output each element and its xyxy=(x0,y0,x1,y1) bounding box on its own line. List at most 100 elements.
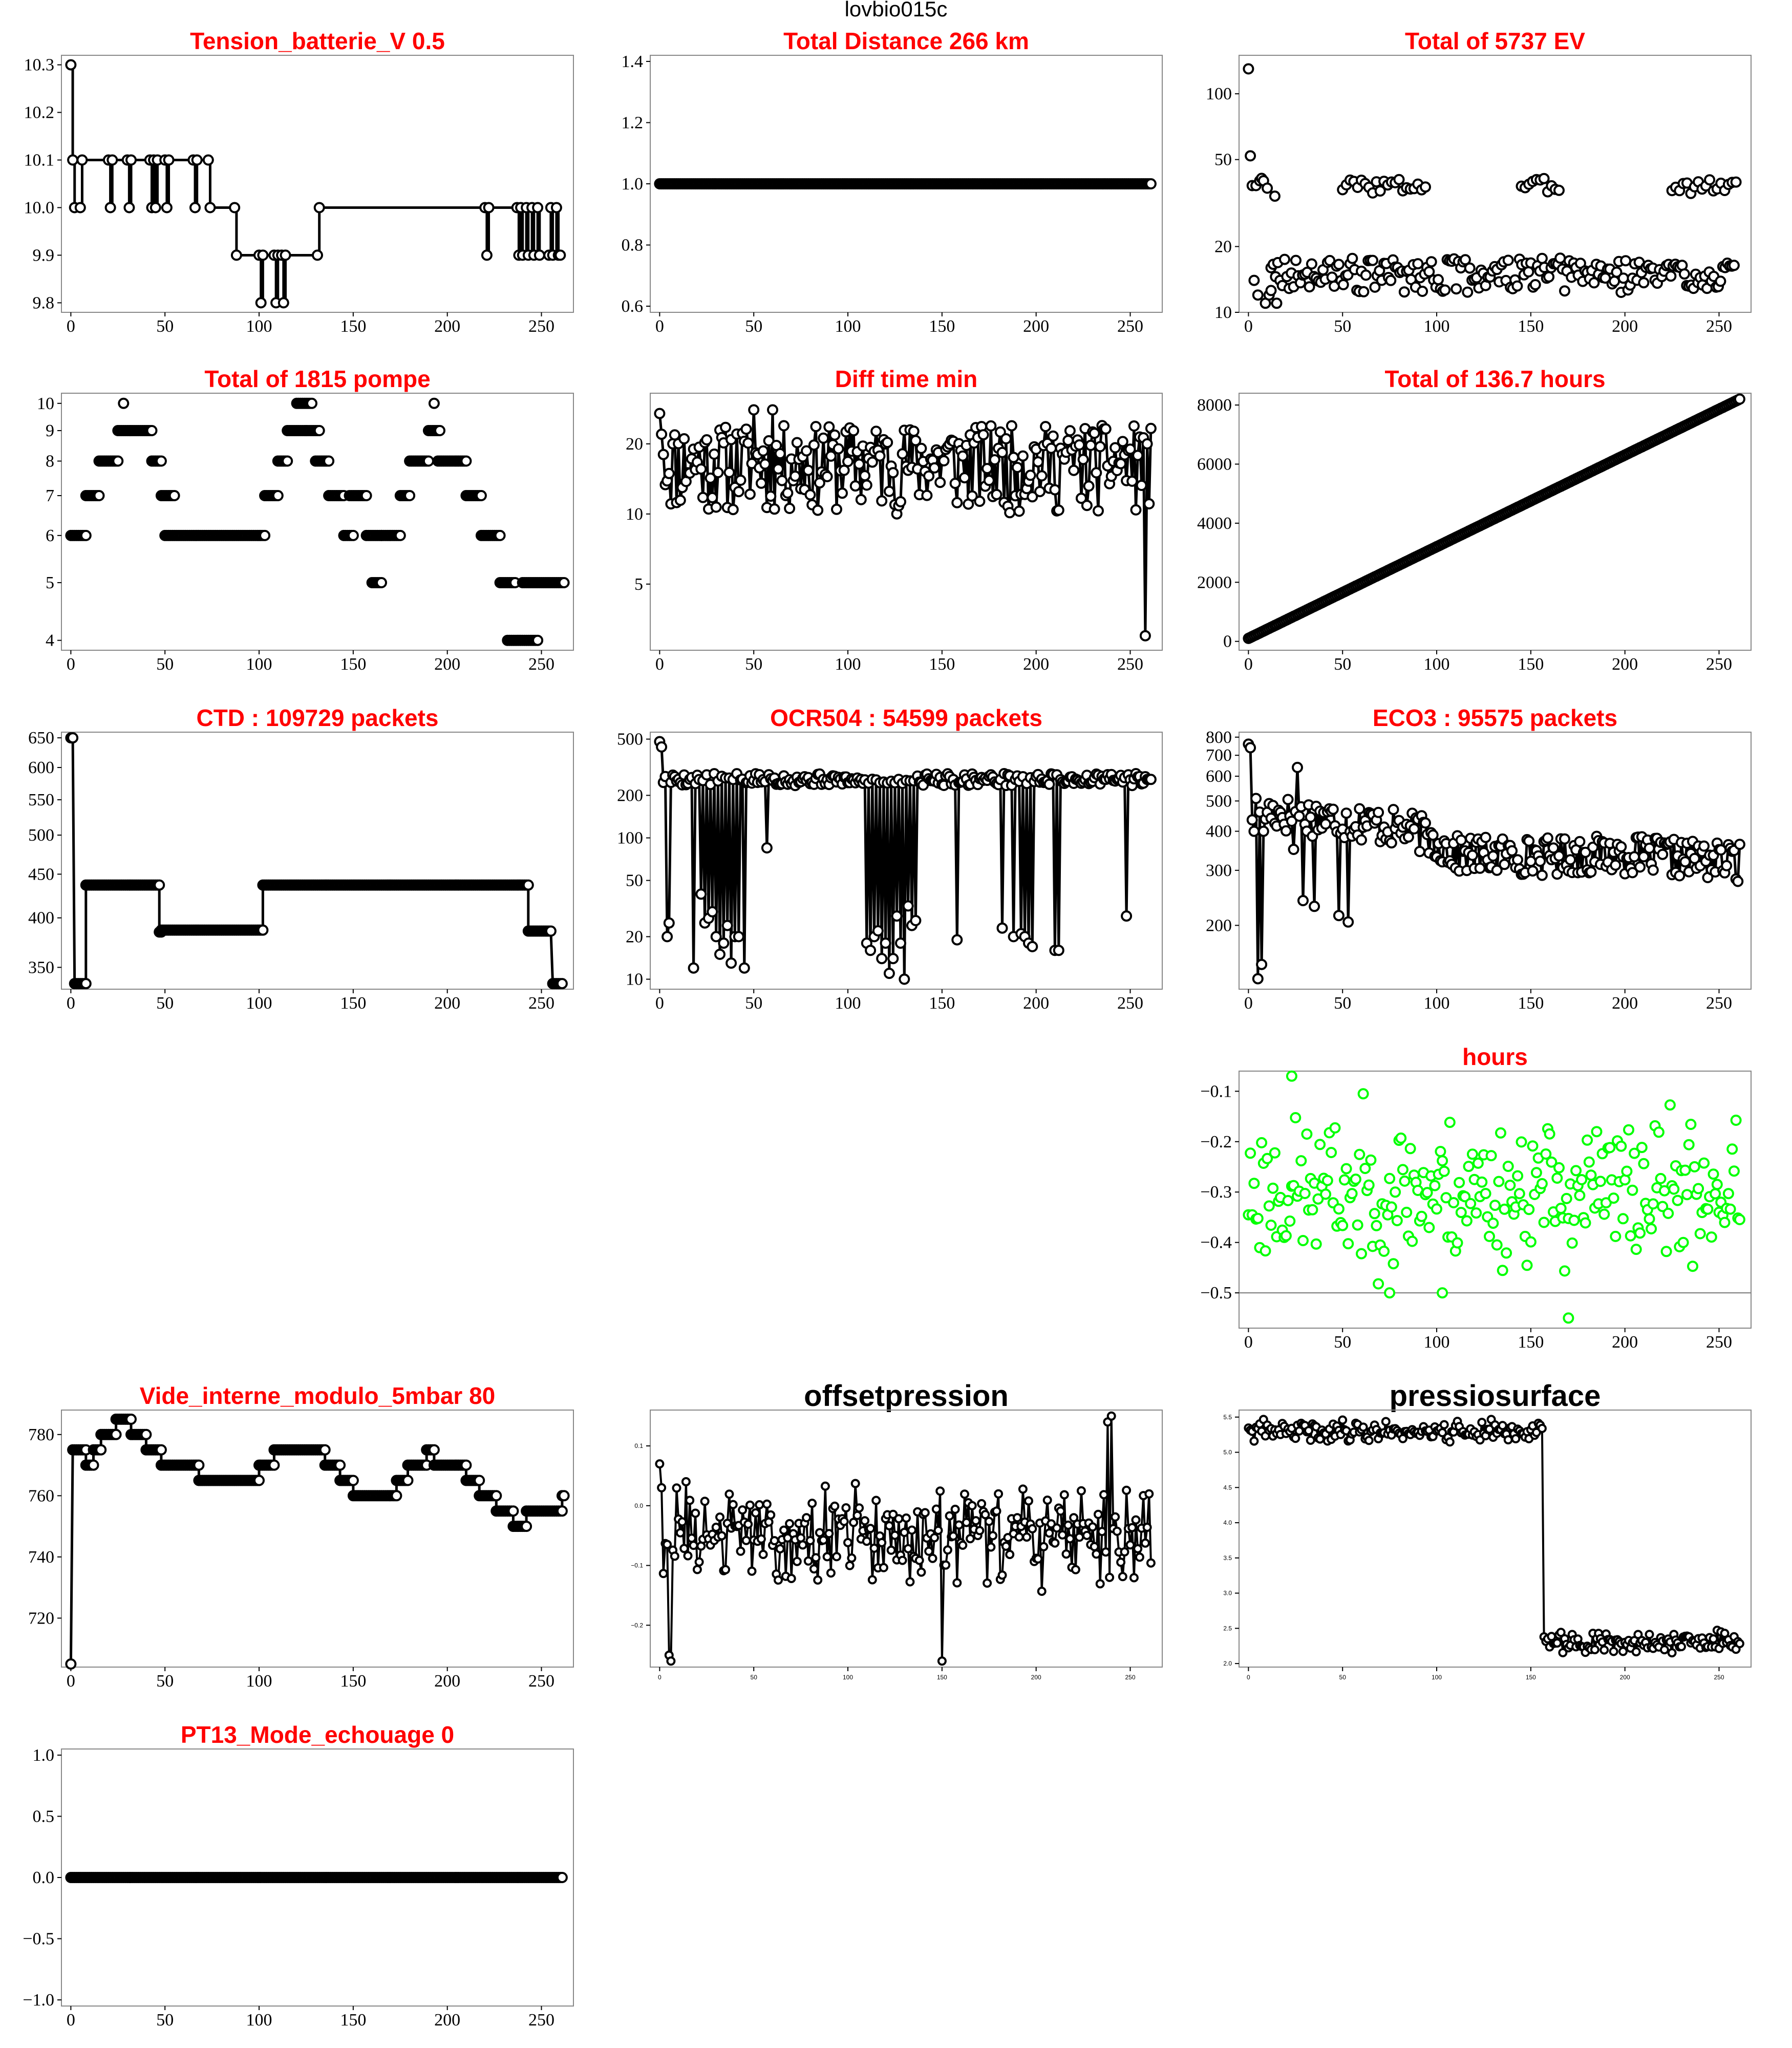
plot-frame xyxy=(61,55,574,313)
data-point xyxy=(854,458,865,470)
data-point xyxy=(866,456,878,468)
data-point xyxy=(833,443,844,455)
data-point xyxy=(1728,1165,1740,1177)
data-point xyxy=(692,1565,702,1574)
data-point xyxy=(1548,842,1559,854)
data-point xyxy=(1053,945,1064,956)
data-point xyxy=(1321,1175,1333,1186)
data-point xyxy=(1406,1235,1418,1247)
data-point xyxy=(1735,1639,1744,1649)
data-point xyxy=(67,154,79,166)
data-point xyxy=(556,1872,568,1883)
y-tick-label: 0 xyxy=(1223,632,1232,651)
x-tick-label: 150 xyxy=(340,317,366,336)
x-tick-label: 150 xyxy=(929,655,955,674)
y-tick-label: 7 xyxy=(46,486,54,505)
data-point xyxy=(1391,1215,1403,1226)
y-tick-label: 10.2 xyxy=(24,103,55,122)
data-point xyxy=(460,1459,472,1471)
data-point xyxy=(204,202,216,214)
data-point xyxy=(1657,1201,1669,1212)
y-tick-label: 6000 xyxy=(1197,455,1232,474)
data-point xyxy=(740,423,752,435)
data-point xyxy=(1623,1124,1634,1136)
y-tick-label: 2.0 xyxy=(1223,1660,1232,1667)
x-tick-label: 50 xyxy=(156,994,174,1013)
y-tick-label: 2.5 xyxy=(1223,1625,1232,1632)
data-point xyxy=(1145,178,1157,189)
data-point xyxy=(989,454,1000,465)
x-tick-label: 200 xyxy=(434,2011,460,2030)
data-point xyxy=(1412,258,1424,270)
x-tick-label: 150 xyxy=(1518,994,1544,1013)
data-point xyxy=(1139,630,1151,642)
data-point xyxy=(1437,1155,1448,1167)
data-point xyxy=(556,1505,568,1517)
data-point xyxy=(1477,1418,1487,1427)
data-point xyxy=(933,1526,943,1535)
data-point xyxy=(554,249,566,261)
y-tick-label: 400 xyxy=(28,909,54,928)
data-point xyxy=(849,480,861,492)
y-tick-label: −0.3 xyxy=(1200,1183,1232,1202)
data-point xyxy=(1551,1172,1563,1184)
data-point xyxy=(801,445,813,457)
y-tick-label: 3.5 xyxy=(1223,1554,1232,1562)
data-point xyxy=(1627,1184,1638,1196)
data-point xyxy=(798,1540,807,1550)
data-point xyxy=(954,1520,964,1530)
chart-title: Total of 5737 EV xyxy=(1405,28,1585,54)
data-point xyxy=(1553,1162,1565,1174)
data-point xyxy=(804,489,816,501)
data-point xyxy=(674,495,686,506)
chart-title: ECO3 : 95575 packets xyxy=(1373,705,1617,731)
data-point xyxy=(966,1534,975,1544)
x-tick-label: 200 xyxy=(1031,1674,1041,1681)
data-point xyxy=(914,1555,924,1565)
data-point xyxy=(849,1518,859,1527)
data-point xyxy=(1132,450,1144,461)
x-tick-label: 200 xyxy=(434,655,460,674)
data-point xyxy=(1585,866,1597,878)
y-tick-label: 600 xyxy=(28,758,54,777)
data-point xyxy=(1374,185,1386,197)
data-point xyxy=(1307,1204,1318,1215)
data-point xyxy=(1408,823,1420,835)
data-point xyxy=(883,968,895,979)
y-tick-label: 0.6 xyxy=(622,297,644,316)
data-point xyxy=(1502,254,1514,266)
data-point xyxy=(1320,1188,1332,1200)
y-tick-label: 760 xyxy=(28,1486,54,1505)
data-point xyxy=(959,472,970,484)
data-point xyxy=(1559,285,1570,297)
data-point xyxy=(1356,834,1367,846)
data-point xyxy=(655,1459,665,1469)
data-point xyxy=(1006,420,1017,432)
data-point xyxy=(741,1535,751,1545)
data-point xyxy=(841,1503,851,1512)
data-point xyxy=(1297,1235,1309,1246)
y-tick-label: 780 xyxy=(28,1425,54,1444)
data-point xyxy=(1513,1188,1525,1200)
data-point xyxy=(1455,835,1467,846)
panel-ctd-packets: CTD : 109729 packets 0 50 100 150 200 250 350 40… xyxy=(20,697,594,1015)
y-tick-label: 350 xyxy=(28,958,54,977)
data-point xyxy=(1459,1191,1471,1203)
plot-frame xyxy=(61,393,574,651)
data-point xyxy=(1464,262,1476,274)
data-point xyxy=(1262,182,1273,194)
data-point xyxy=(1390,1186,1401,1198)
data-point xyxy=(770,1536,779,1546)
data-point xyxy=(1250,793,1262,804)
data-point xyxy=(1711,1179,1723,1190)
data-point xyxy=(745,1500,755,1510)
data-point xyxy=(855,494,867,505)
data-point xyxy=(1014,1532,1024,1542)
data-point xyxy=(1306,1436,1315,1445)
data-point xyxy=(821,471,833,482)
data-point xyxy=(825,450,837,462)
data-point xyxy=(765,490,777,502)
data-point xyxy=(394,529,406,541)
data-point xyxy=(958,1541,968,1550)
data-point xyxy=(908,425,920,437)
